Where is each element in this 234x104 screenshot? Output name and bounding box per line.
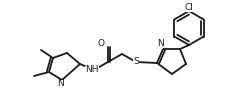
Text: O: O — [98, 40, 105, 48]
Text: N: N — [157, 40, 163, 48]
Text: NH: NH — [85, 66, 99, 74]
Text: Cl: Cl — [185, 2, 194, 12]
Text: N: N — [57, 79, 63, 89]
Text: S: S — [133, 58, 139, 66]
